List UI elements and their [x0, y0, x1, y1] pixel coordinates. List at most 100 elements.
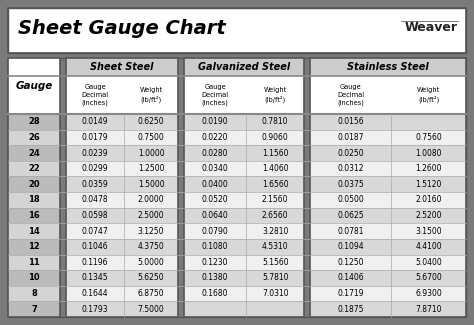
Text: Weight
(lb/ft²): Weight (lb/ft²): [417, 87, 440, 103]
Bar: [310, 114, 466, 130]
Bar: [66, 254, 178, 270]
Text: 0.1094: 0.1094: [337, 242, 364, 251]
Bar: [8, 176, 60, 192]
Text: 0.1046: 0.1046: [82, 242, 109, 251]
Text: 20: 20: [28, 180, 40, 189]
Text: 0.1250: 0.1250: [337, 258, 364, 267]
Bar: [184, 286, 304, 301]
Text: 0.0299: 0.0299: [82, 164, 109, 173]
Text: 7.5000: 7.5000: [138, 305, 164, 314]
Bar: [8, 301, 60, 317]
Text: Gauge
Decimal
(inches): Gauge Decimal (inches): [337, 84, 364, 106]
Bar: [184, 58, 304, 76]
Text: 0.1380: 0.1380: [202, 273, 228, 282]
Text: 1.5120: 1.5120: [415, 180, 442, 189]
Bar: [66, 286, 178, 301]
Text: 10: 10: [28, 273, 40, 282]
Bar: [184, 114, 304, 130]
Bar: [66, 130, 178, 145]
Bar: [8, 145, 60, 161]
Bar: [66, 114, 178, 130]
Text: 14: 14: [28, 227, 40, 236]
Text: 0.0781: 0.0781: [337, 227, 364, 236]
Text: 1.4060: 1.4060: [262, 164, 289, 173]
Bar: [184, 239, 304, 254]
Text: 0.0598: 0.0598: [82, 211, 109, 220]
Text: 5.7810: 5.7810: [262, 273, 289, 282]
Bar: [310, 58, 466, 317]
Text: 0.1345: 0.1345: [82, 273, 109, 282]
Bar: [310, 58, 466, 317]
Bar: [8, 58, 60, 317]
Text: Weaver: Weaver: [405, 21, 458, 34]
Text: 0.0500: 0.0500: [337, 195, 364, 204]
Text: 1.0000: 1.0000: [138, 149, 164, 158]
Bar: [310, 130, 466, 145]
Text: 18: 18: [28, 195, 40, 204]
Text: 0.7560: 0.7560: [415, 133, 442, 142]
Text: Sheet Gauge Chart: Sheet Gauge Chart: [18, 19, 226, 38]
Bar: [66, 58, 178, 317]
Text: Galvanized Steel: Galvanized Steel: [198, 62, 290, 72]
Text: 0.7810: 0.7810: [262, 117, 289, 126]
Text: 0.0190: 0.0190: [202, 117, 228, 126]
Text: Weight
(lb/ft²): Weight (lb/ft²): [264, 87, 287, 103]
Text: 0.0375: 0.0375: [337, 180, 364, 189]
Text: Gauge
Decimal
(inches): Gauge Decimal (inches): [201, 84, 229, 106]
Bar: [8, 208, 60, 223]
Text: 2.6560: 2.6560: [262, 211, 289, 220]
Bar: [184, 254, 304, 270]
Bar: [310, 301, 466, 317]
Text: 0.7500: 0.7500: [138, 133, 164, 142]
Text: 0.1644: 0.1644: [82, 289, 109, 298]
Text: 0.6250: 0.6250: [138, 117, 164, 126]
Bar: [184, 145, 304, 161]
Text: 0.1793: 0.1793: [82, 305, 109, 314]
Text: 0.0187: 0.0187: [337, 133, 364, 142]
Text: 3.1500: 3.1500: [415, 227, 442, 236]
Bar: [8, 254, 60, 270]
Text: 2.0000: 2.0000: [138, 195, 164, 204]
Text: 0.1196: 0.1196: [82, 258, 109, 267]
Text: 1.0080: 1.0080: [415, 149, 442, 158]
Text: 5.0000: 5.0000: [138, 258, 164, 267]
Bar: [310, 223, 466, 239]
Text: 0.1719: 0.1719: [337, 289, 364, 298]
Bar: [310, 58, 466, 76]
Bar: [8, 270, 60, 286]
Text: 6.9300: 6.9300: [415, 289, 442, 298]
Bar: [66, 58, 178, 76]
Bar: [184, 161, 304, 176]
Text: 0.0478: 0.0478: [82, 195, 109, 204]
Text: 16: 16: [28, 211, 40, 220]
Text: 1.5000: 1.5000: [138, 180, 164, 189]
Bar: [66, 270, 178, 286]
Text: Gauge: Gauge: [15, 81, 53, 91]
Bar: [66, 58, 178, 317]
Bar: [8, 8, 466, 53]
Text: 0.0359: 0.0359: [82, 180, 109, 189]
Text: 2.0160: 2.0160: [415, 195, 442, 204]
Bar: [8, 114, 60, 130]
Bar: [310, 161, 466, 176]
Bar: [310, 176, 466, 192]
Text: 22: 22: [28, 164, 40, 173]
Bar: [8, 58, 60, 317]
Bar: [8, 223, 60, 239]
Bar: [184, 58, 304, 317]
Bar: [184, 301, 304, 317]
Bar: [184, 192, 304, 208]
Text: 2.5000: 2.5000: [138, 211, 164, 220]
Text: 0.0400: 0.0400: [202, 180, 228, 189]
Text: 1.2600: 1.2600: [415, 164, 442, 173]
Bar: [8, 161, 60, 176]
Text: 8: 8: [31, 289, 37, 298]
Bar: [66, 161, 178, 176]
Bar: [184, 223, 304, 239]
Text: 0.0156: 0.0156: [337, 117, 364, 126]
Text: 4.3750: 4.3750: [138, 242, 164, 251]
Text: Stainless Steel: Stainless Steel: [347, 62, 429, 72]
Text: Weight
(lb/ft²): Weight (lb/ft²): [139, 87, 163, 103]
Text: 2.1560: 2.1560: [262, 195, 289, 204]
Bar: [8, 239, 60, 254]
